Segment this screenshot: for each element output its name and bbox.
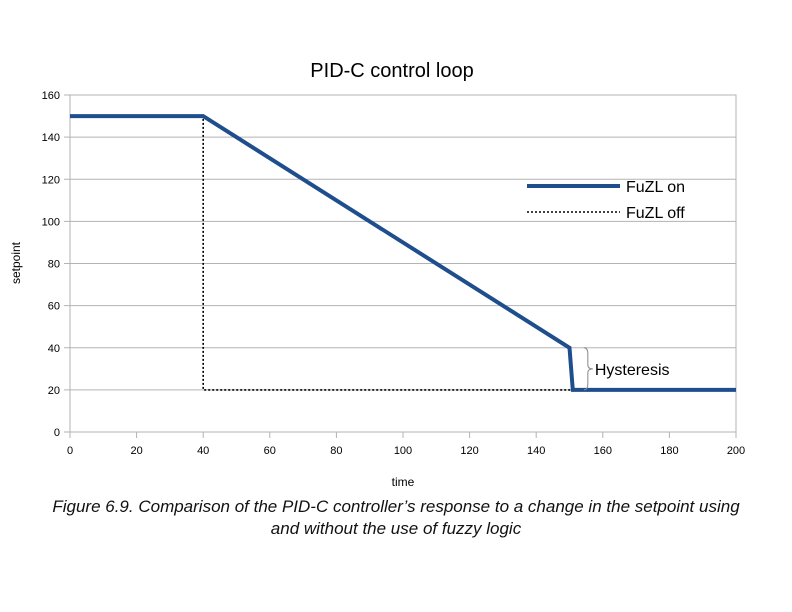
legend: FuZL on FuZL off [527, 179, 685, 222]
x-axis-label: time [392, 475, 415, 489]
x-tick-label-40: 40 [197, 445, 209, 457]
x-tick-label-140: 140 [527, 445, 545, 457]
y-tick-label-0: 0 [54, 427, 60, 439]
chart-title: PID-C control loop [310, 60, 473, 82]
y-tick-label-160: 160 [42, 90, 60, 102]
x-tick-label-120: 120 [460, 445, 478, 457]
x-tick-label-180: 180 [660, 445, 678, 457]
y-tick-label-140: 140 [42, 132, 60, 144]
series [70, 114, 736, 392]
axes: 0 20 40 60 80 100 120 140 160 0 20 40 60 80 100 120 140 1… [42, 90, 746, 457]
hysteresis-label: Hysteresis [595, 362, 670, 379]
series-line-fuzl-on [70, 114, 736, 392]
plot-frame [69, 94, 737, 433]
x-tick-label-0: 0 [67, 445, 73, 457]
x-tick-label-200: 200 [727, 445, 745, 457]
x-tick-label-160: 160 [594, 445, 612, 457]
y-tick-label-120: 120 [42, 174, 60, 186]
annotations: Hysteresis [583, 347, 670, 391]
y-tick-label-60: 60 [48, 301, 60, 313]
caption-line-2: and without the use of fuzzy logic [270, 519, 522, 538]
x-tick-label-20: 20 [130, 445, 142, 457]
y-axis-label: setpoint [9, 241, 23, 284]
caption-line-1: Figure 6.9. Comparison of the PID-C cont… [52, 497, 740, 516]
legend-label-fuzl-off: FuZL off [626, 205, 685, 222]
y-tick-label-40: 40 [48, 343, 60, 355]
legend-label-fuzl-on: FuZL on [626, 179, 685, 196]
y-tick-label-100: 100 [42, 216, 60, 228]
x-tick-label-100: 100 [394, 445, 412, 457]
figure-caption: Figure 6.9. Comparison of the PID-C cont… [0, 496, 792, 540]
y-tick-label-20: 20 [48, 385, 60, 397]
x-tick-label-80: 80 [330, 445, 342, 457]
hysteresis-brace [583, 347, 593, 391]
series-line-fuzl-off [70, 115, 573, 391]
x-tick-label-60: 60 [264, 445, 276, 457]
y-tick-label-80: 80 [48, 259, 60, 271]
grid [64, 94, 736, 433]
